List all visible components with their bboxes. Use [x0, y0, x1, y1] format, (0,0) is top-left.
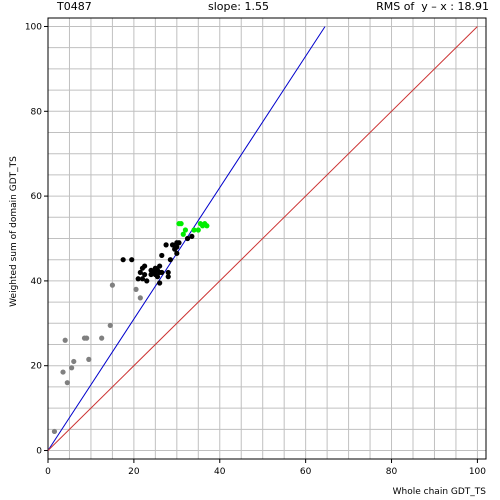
y-tick-label: 60	[31, 192, 43, 202]
data-point-series-1	[169, 242, 176, 248]
data-point-series-1	[163, 242, 169, 248]
data-point-series-1	[157, 280, 163, 286]
data-point-series-1	[137, 269, 143, 276]
y-tick-label: 20	[31, 362, 43, 372]
x-tick-label: 40	[214, 467, 226, 477]
target-id: T0487	[57, 0, 92, 13]
data-point-series-1	[165, 269, 171, 276]
data-point-series-2	[180, 231, 186, 237]
data-point-series-2	[195, 227, 201, 233]
y-tick-label: 80	[31, 107, 43, 117]
data-point-series-0	[51, 428, 58, 435]
x-tick-label: 60	[300, 467, 312, 477]
data-point-series-1	[142, 271, 148, 278]
data-point-series-0	[69, 365, 75, 371]
identity-line	[47, 26, 478, 451]
data-point-series-1	[189, 233, 195, 239]
data-point-series-1	[165, 274, 171, 280]
x-tick-label: 100	[469, 467, 486, 477]
plot-frame	[47, 17, 487, 460]
data-point-series-1	[174, 244, 180, 250]
y-tick-label: 40	[31, 277, 43, 287]
data-point-series-0	[133, 286, 139, 292]
data-point-series-1	[135, 276, 141, 282]
slope-readout: slope: 1.55	[208, 0, 269, 13]
data-point-series-1	[154, 274, 161, 280]
data-point-series-2	[191, 227, 197, 233]
rms-readout: RMS of y – x : 18.91	[376, 0, 489, 13]
data-point-series-1	[167, 257, 173, 263]
data-point-series-1	[174, 250, 180, 256]
data-point-series-0	[99, 335, 105, 341]
x-tick-label: 0	[45, 467, 51, 477]
data-point-series-1	[142, 263, 148, 269]
data-point-series-1	[144, 278, 150, 284]
data-point-series-2	[178, 221, 184, 227]
data-point-series-1	[139, 276, 146, 282]
data-point-series-1	[129, 257, 135, 263]
y-axis-label: Weighted sum of domain GDT_TS	[9, 156, 19, 307]
data-point-series-0	[71, 358, 77, 365]
data-point-series-0	[86, 356, 92, 362]
data-point-series-0	[107, 322, 113, 329]
data-point-series-0	[60, 369, 66, 375]
data-point-series-0	[84, 335, 90, 341]
y-tick-label: 100	[25, 22, 42, 32]
data-point-series-0	[137, 295, 143, 301]
data-point-series-2	[182, 227, 189, 233]
y-tick-label: 0	[36, 447, 42, 457]
data-point-series-1	[176, 240, 182, 246]
x-tick-label: 80	[386, 467, 398, 477]
data-point-series-1	[184, 235, 191, 242]
x-tick-label: 20	[128, 467, 140, 477]
data-point-series-1	[159, 269, 165, 276]
data-point-series-1	[120, 257, 126, 263]
x-axis-label: Whole chain GDT_TS	[393, 487, 487, 497]
data-point-series-0	[62, 337, 68, 343]
data-point-series-1	[157, 263, 163, 269]
data-point-series-1	[159, 252, 165, 259]
data-point-series-2	[204, 223, 210, 229]
data-point-series-0	[64, 380, 70, 386]
data-point-series-0	[109, 282, 116, 288]
